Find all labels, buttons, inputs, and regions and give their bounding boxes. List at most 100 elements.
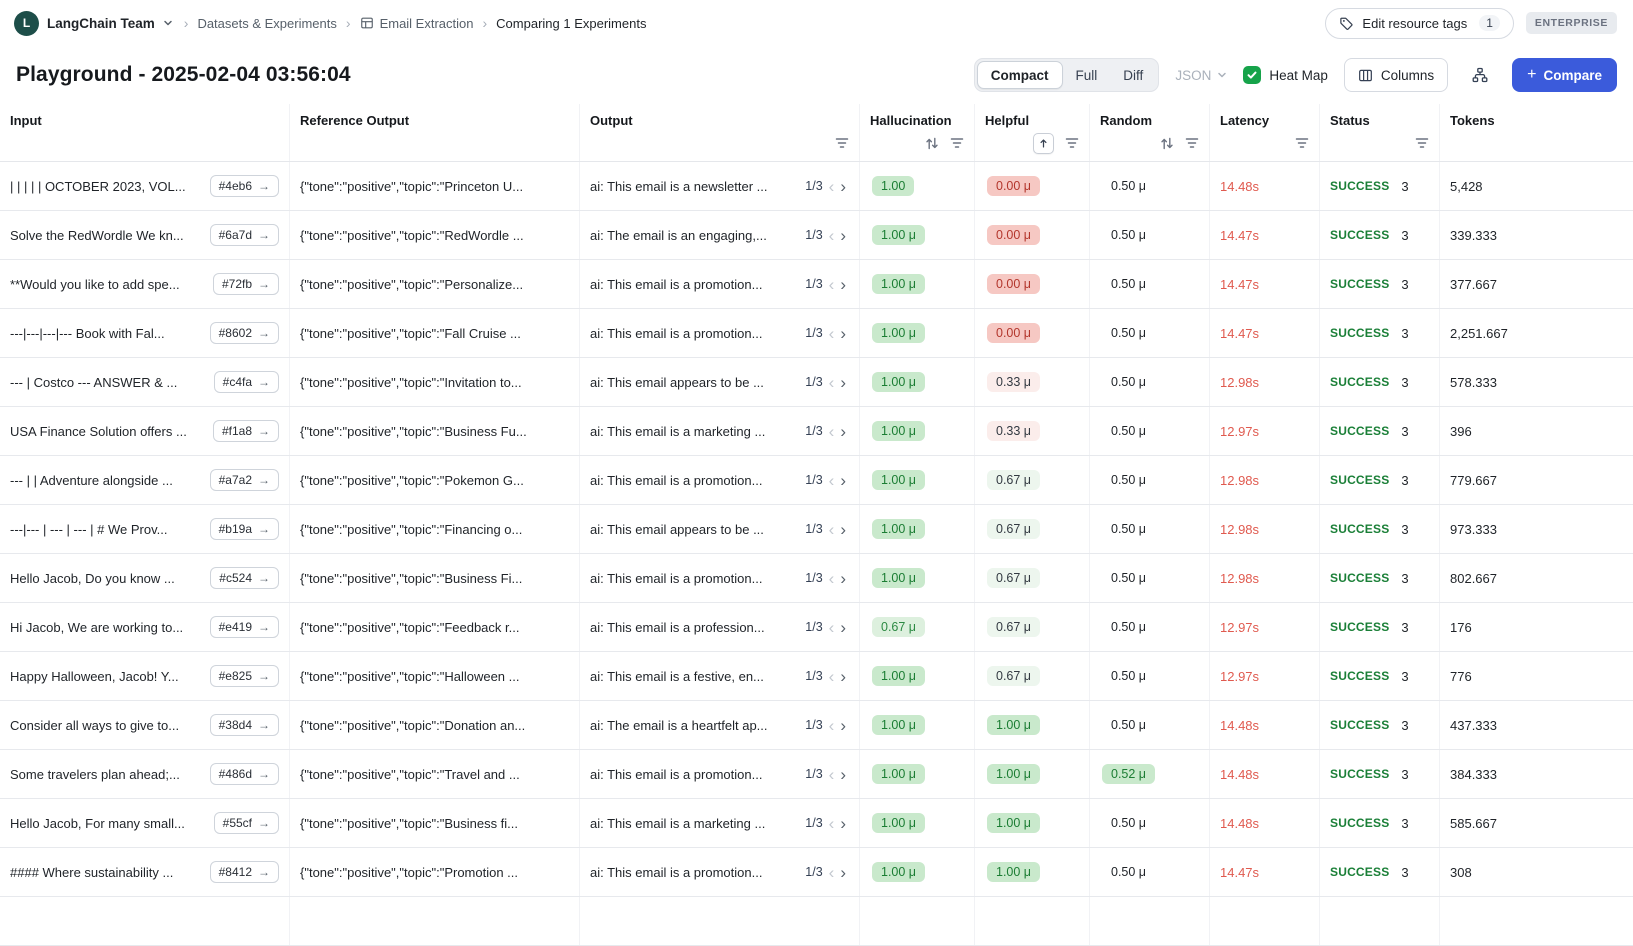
random-sort-button[interactable] [1160,137,1174,150]
input-preview: Happy Halloween, Jacob! Y... [10,668,179,684]
helpful-filter-button[interactable] [1065,137,1079,149]
example-link[interactable]: #6a7d → [209,224,279,246]
example-link[interactable]: #e825 → [209,665,279,687]
breadcrumb-datasets-experiments[interactable]: Datasets & Experiments [197,15,337,31]
table-row[interactable]: Hello Jacob, Do you know ... #c524 → {"t… [0,554,1633,603]
table-row[interactable]: Happy Halloween, Jacob! Y... #e825 → {"t… [0,652,1633,701]
hierarchy-view-button[interactable] [1464,59,1496,91]
tokens-value: 396 [1450,423,1472,439]
table-row[interactable]: --- | | Adventure alongside ... #a7a2 → … [0,456,1633,505]
table-row[interactable]: --- | Costco --- ANSWER & ... #c4fa → {"… [0,358,1633,407]
chevron-down-icon [164,20,172,26]
prev-output-button[interactable]: ‹ [826,668,838,685]
heatmap-checkbox[interactable] [1243,66,1262,84]
json-dropdown[interactable]: JSON [1175,68,1227,83]
example-link[interactable]: #f1a8 → [212,420,279,442]
open-example-arrow-icon: → [258,326,270,340]
example-link[interactable]: #a7a2 → [209,469,279,491]
prev-output-button[interactable]: ‹ [826,472,838,489]
next-output-button[interactable]: › [837,423,849,440]
example-link[interactable]: #72fb → [212,273,279,295]
next-output-button[interactable]: › [837,815,849,832]
table-row[interactable]: #### Where sustainability ... #8412 → {"… [0,848,1633,897]
column-header-hallucination: Hallucination [860,104,975,161]
next-output-button[interactable]: › [837,227,849,244]
prev-output-button[interactable]: ‹ [826,815,838,832]
prev-output-button[interactable]: ‹ [826,227,838,244]
table-row[interactable]: ---|--- | --- | --- | # We Prov... #b19a… [0,505,1633,554]
table-row[interactable]: | | | | | OCTOBER 2023, VOL... #4eb6 → {… [0,162,1633,211]
prev-output-button[interactable]: ‹ [826,570,838,587]
example-link[interactable]: #38d4 → [209,714,279,736]
next-output-button[interactable]: › [837,374,849,391]
table-row-partial [0,897,1633,946]
column-header-tokens: Tokens [1450,113,1495,128]
prev-output-button[interactable]: ‹ [826,864,838,881]
output-pagination-label: 1/3 [805,718,823,732]
random-filter-button[interactable] [1185,137,1199,149]
example-link[interactable]: #8412 → [209,861,279,883]
latency-filter-button[interactable] [1295,137,1309,149]
table-row[interactable]: ---|---|---|--- Book with Fal... #8602 →… [0,309,1633,358]
table-row[interactable]: Hi Jacob, We are working to... #e419 → {… [0,603,1633,652]
tokens-value: 779.667 [1450,472,1497,488]
column-header-status: Status [1320,104,1440,161]
prev-output-button[interactable]: ‹ [826,717,838,734]
output-preview: ai: This email is a profession... [590,619,765,635]
table-row[interactable]: Hello Jacob, For many small... #55cf → {… [0,799,1633,848]
output-filter-button[interactable] [835,137,849,149]
prev-output-button[interactable]: ‹ [826,766,838,783]
edit-resource-tags-button[interactable]: Edit resource tags 1 [1325,7,1514,39]
breadcrumb-dataset[interactable]: Email Extraction [360,16,473,31]
next-output-button[interactable]: › [837,619,849,636]
table-row[interactable]: Some travelers plan ahead;... #486d → {"… [0,750,1633,799]
example-link[interactable]: #c4fa → [213,371,279,393]
next-output-button[interactable]: › [837,472,849,489]
heatmap-toggle[interactable]: Heat Map [1243,66,1328,84]
view-mode-diff[interactable]: Diff [1110,61,1156,89]
table-row[interactable]: Solve the RedWordle We kn... #6a7d → {"t… [0,211,1633,260]
table-row[interactable]: USA Finance Solution offers ... #f1a8 → … [0,407,1633,456]
hallucination-filter-button[interactable] [950,137,964,149]
next-output-button[interactable]: › [837,178,849,195]
table-row[interactable]: Consider all ways to give to... #38d4 → … [0,701,1633,750]
columns-button[interactable]: Columns [1343,58,1449,92]
random-score: 0.52 μ [1102,764,1156,784]
view-mode-full[interactable]: Full [1063,61,1111,89]
example-link[interactable]: #8602 → [209,322,279,344]
table-row[interactable]: **Would you like to add spe... #72fb → {… [0,260,1633,309]
latency-value: 14.47s [1220,276,1260,292]
next-output-button[interactable]: › [837,668,849,685]
prev-output-button[interactable]: ‹ [826,521,838,538]
next-output-button[interactable]: › [837,521,849,538]
next-output-button[interactable]: › [837,276,849,293]
output-preview: ai: This email is a marketing ... [590,423,766,439]
next-output-button[interactable]: › [837,325,849,342]
helpful-score: 0.33 μ [987,421,1041,441]
next-output-button[interactable]: › [837,570,849,587]
team-switcher[interactable]: L LangChain Team [14,10,173,36]
example-link[interactable]: #4eb6 → [209,175,279,197]
prev-output-button[interactable]: ‹ [826,374,838,391]
example-link[interactable]: #486d → [209,763,279,785]
prev-output-button[interactable]: ‹ [826,178,838,195]
helpful-sort-asc-button[interactable] [1033,132,1054,154]
next-output-button[interactable]: › [837,717,849,734]
prev-output-button[interactable]: ‹ [826,276,838,293]
compare-button[interactable]: + Compare [1512,58,1617,92]
prev-output-button[interactable]: ‹ [826,325,838,342]
status-filter-button[interactable] [1415,137,1429,149]
prev-output-button[interactable]: ‹ [826,423,838,440]
prev-output-button[interactable]: ‹ [826,619,838,636]
example-link[interactable]: #b19a → [209,518,279,540]
view-mode-compact[interactable]: Compact [976,61,1063,89]
breadcrumb: L LangChain Team › Datasets & Experiment… [14,10,646,36]
heatmap-label: Heat Map [1269,67,1328,83]
hallucination-sort-button[interactable] [925,137,939,150]
example-link[interactable]: #e419 → [209,616,279,638]
example-link[interactable]: #c524 → [210,567,279,589]
open-example-arrow-icon: → [258,620,270,634]
next-output-button[interactable]: › [837,766,849,783]
next-output-button[interactable]: › [837,864,849,881]
example-link[interactable]: #55cf → [213,812,279,834]
